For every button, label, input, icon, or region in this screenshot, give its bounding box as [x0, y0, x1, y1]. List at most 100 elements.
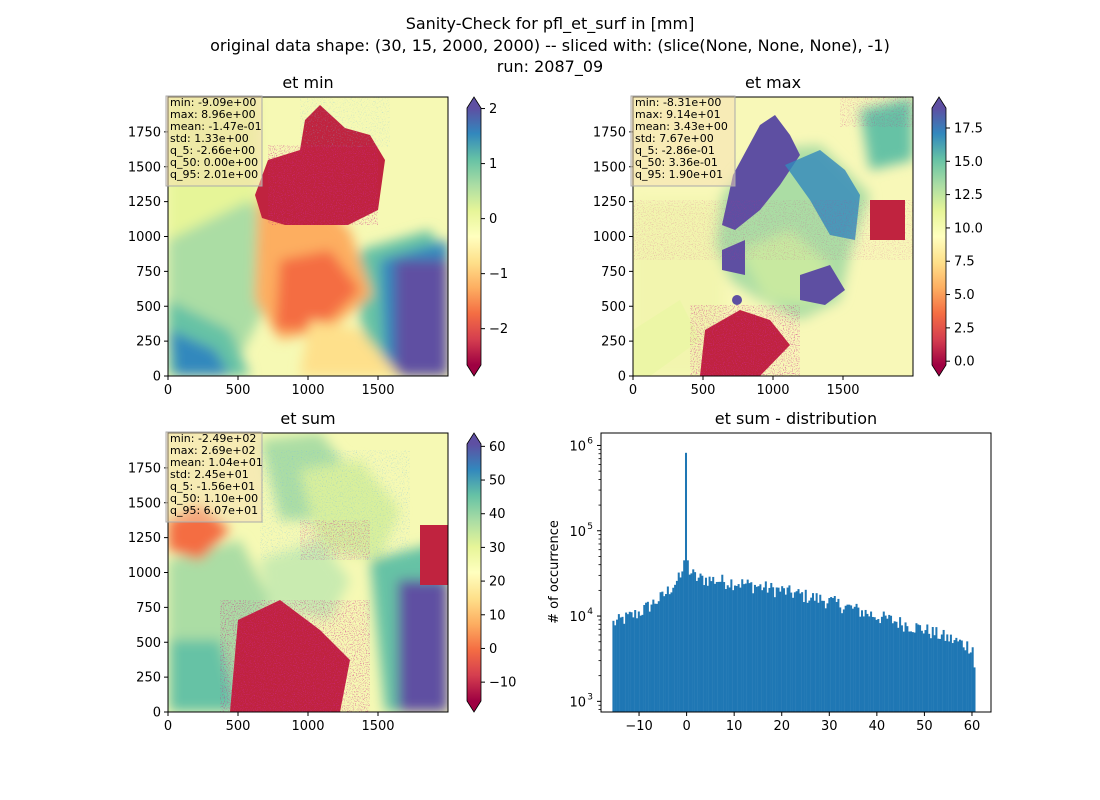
- histogram-bar: [909, 631, 912, 712]
- y-tick-label: 0: [153, 370, 161, 385]
- histogram-bar: [804, 589, 807, 712]
- histogram-bar: [806, 602, 809, 712]
- histogram-bar: [815, 593, 818, 712]
- colorbar-tick-label: 60: [489, 440, 506, 455]
- x-tick-label: 1500: [361, 383, 394, 398]
- histogram-bar: [882, 611, 885, 712]
- histogram-bar: [940, 634, 943, 712]
- histogram-bar: [675, 580, 678, 712]
- y-tick-label: 750: [601, 265, 626, 280]
- y-tick-label: 0: [618, 370, 626, 385]
- y-tick-label: 1250: [128, 531, 161, 546]
- histogram-bar: [639, 615, 642, 712]
- histogram-bar: [612, 620, 615, 712]
- y-tick-label: 0: [153, 706, 161, 721]
- y-tick-label: 10: [569, 439, 586, 454]
- histogram-bar: [781, 586, 784, 712]
- x-tick-label: 50: [916, 719, 933, 734]
- histogram-bar: [919, 625, 922, 712]
- histogram-bar: [782, 588, 785, 712]
- histogram-bar: [750, 582, 753, 712]
- heatmap-et-sum: [168, 433, 448, 712]
- y-tick-label: 500: [136, 636, 161, 651]
- panel-et-sum-distribution: et sum - distribution −10 0 10 20 30 40 50 60 10…: [547, 409, 992, 734]
- x-tick-label: 30: [821, 719, 838, 734]
- histogram-bar: [948, 641, 951, 712]
- histogram-bar: [864, 609, 867, 712]
- y-tick-label: 1000: [128, 566, 161, 581]
- colorbar-tick-label: 0: [489, 212, 497, 227]
- colorbar-tick-label: 2.5: [954, 321, 975, 336]
- histogram-bar: [955, 637, 958, 712]
- histogram-bar: [831, 598, 834, 712]
- y-tick-exponent: 5: [587, 522, 593, 532]
- histogram-bar: [688, 574, 691, 712]
- histogram-bar: [839, 607, 842, 712]
- histogram-bar: [652, 599, 655, 712]
- histogram-bar: [692, 569, 695, 712]
- histogram-bar: [899, 617, 902, 712]
- histogram-bar: [712, 576, 715, 712]
- histogram-bar: [808, 600, 811, 712]
- histogram-bar: [942, 629, 945, 712]
- histogram-bar: [946, 634, 949, 712]
- histogram-bar: [888, 614, 891, 712]
- y-axis-label: # of occurrence: [547, 520, 562, 624]
- histogram-bar: [770, 582, 773, 712]
- stat-q50: q_50: 3.36e-01: [635, 156, 718, 169]
- histogram-bar: [648, 611, 651, 712]
- y-tick-label: 1750: [593, 125, 626, 140]
- histogram-bar: [677, 572, 680, 712]
- histogram-bar: [790, 592, 793, 712]
- histogram-bar: [928, 633, 931, 712]
- histogram-bar: [821, 600, 824, 712]
- axes-frame-distribution: [600, 432, 992, 713]
- histogram-bar: [723, 582, 726, 712]
- stat-std: std: 2.45e+01: [170, 468, 249, 481]
- y-tick-label: 1500: [593, 160, 626, 175]
- histogram-bar: [717, 581, 720, 712]
- histogram-bar: [637, 611, 640, 712]
- histogram-bar: [743, 584, 746, 712]
- histogram-bar: [623, 623, 626, 712]
- suptitle-line-2: original data shape: (30, 15, 2000, 2000…: [210, 36, 890, 55]
- histogram-bar: [891, 623, 894, 712]
- x-tick-label: 20: [773, 719, 790, 734]
- stat-q5: q_5: -2.86e-01: [635, 144, 715, 157]
- histogram-bar: [672, 587, 675, 712]
- histogram-bar: [873, 617, 876, 712]
- y-tick-label: 1250: [593, 195, 626, 210]
- histogram-bar: [694, 572, 697, 712]
- histogram-bar: [850, 605, 853, 712]
- x-tick-label: 1500: [361, 719, 394, 734]
- histogram-bar: [851, 608, 854, 712]
- heatmap-et-max: [633, 97, 913, 376]
- panel-title-distribution: et sum - distribution: [715, 409, 877, 428]
- histogram-bar: [842, 609, 845, 712]
- panel-title-et-max: et max: [745, 73, 801, 92]
- panel-et-min: et min 0 500 1000 1500 0 250 500 750 1000 1250 150…: [128, 73, 508, 398]
- x-tick-label: 500: [691, 383, 716, 398]
- histogram-bar: [645, 602, 648, 712]
- histogram-bar: [944, 640, 947, 712]
- histogram-bar: [715, 581, 718, 712]
- histogram-bar: [822, 600, 825, 712]
- histogram-bar: [897, 627, 900, 712]
- panel-title-et-min: et min: [282, 73, 333, 92]
- panel-title-et-sum: et sum: [280, 409, 335, 428]
- colorbar-tick-label: 0: [489, 642, 497, 657]
- y-tick-label: 250: [601, 335, 626, 350]
- histogram-bar: [616, 619, 619, 712]
- stat-max: max: 9.14e+01: [635, 108, 721, 121]
- y-tick-label: 500: [601, 300, 626, 315]
- y-tick-label: 1000: [593, 230, 626, 245]
- histogram-bar: [686, 560, 689, 712]
- histogram-bar: [868, 616, 871, 712]
- y-tick-label: 1000: [128, 230, 161, 245]
- colorbar-tick-label: 1: [489, 157, 497, 172]
- histogram-bar: [949, 634, 952, 712]
- colorbar-ticks-et-min: −2 −1 0 1 2: [481, 102, 508, 337]
- histogram-bar: [704, 577, 707, 712]
- histogram-bar: [788, 585, 791, 712]
- histogram-bar: [619, 617, 622, 712]
